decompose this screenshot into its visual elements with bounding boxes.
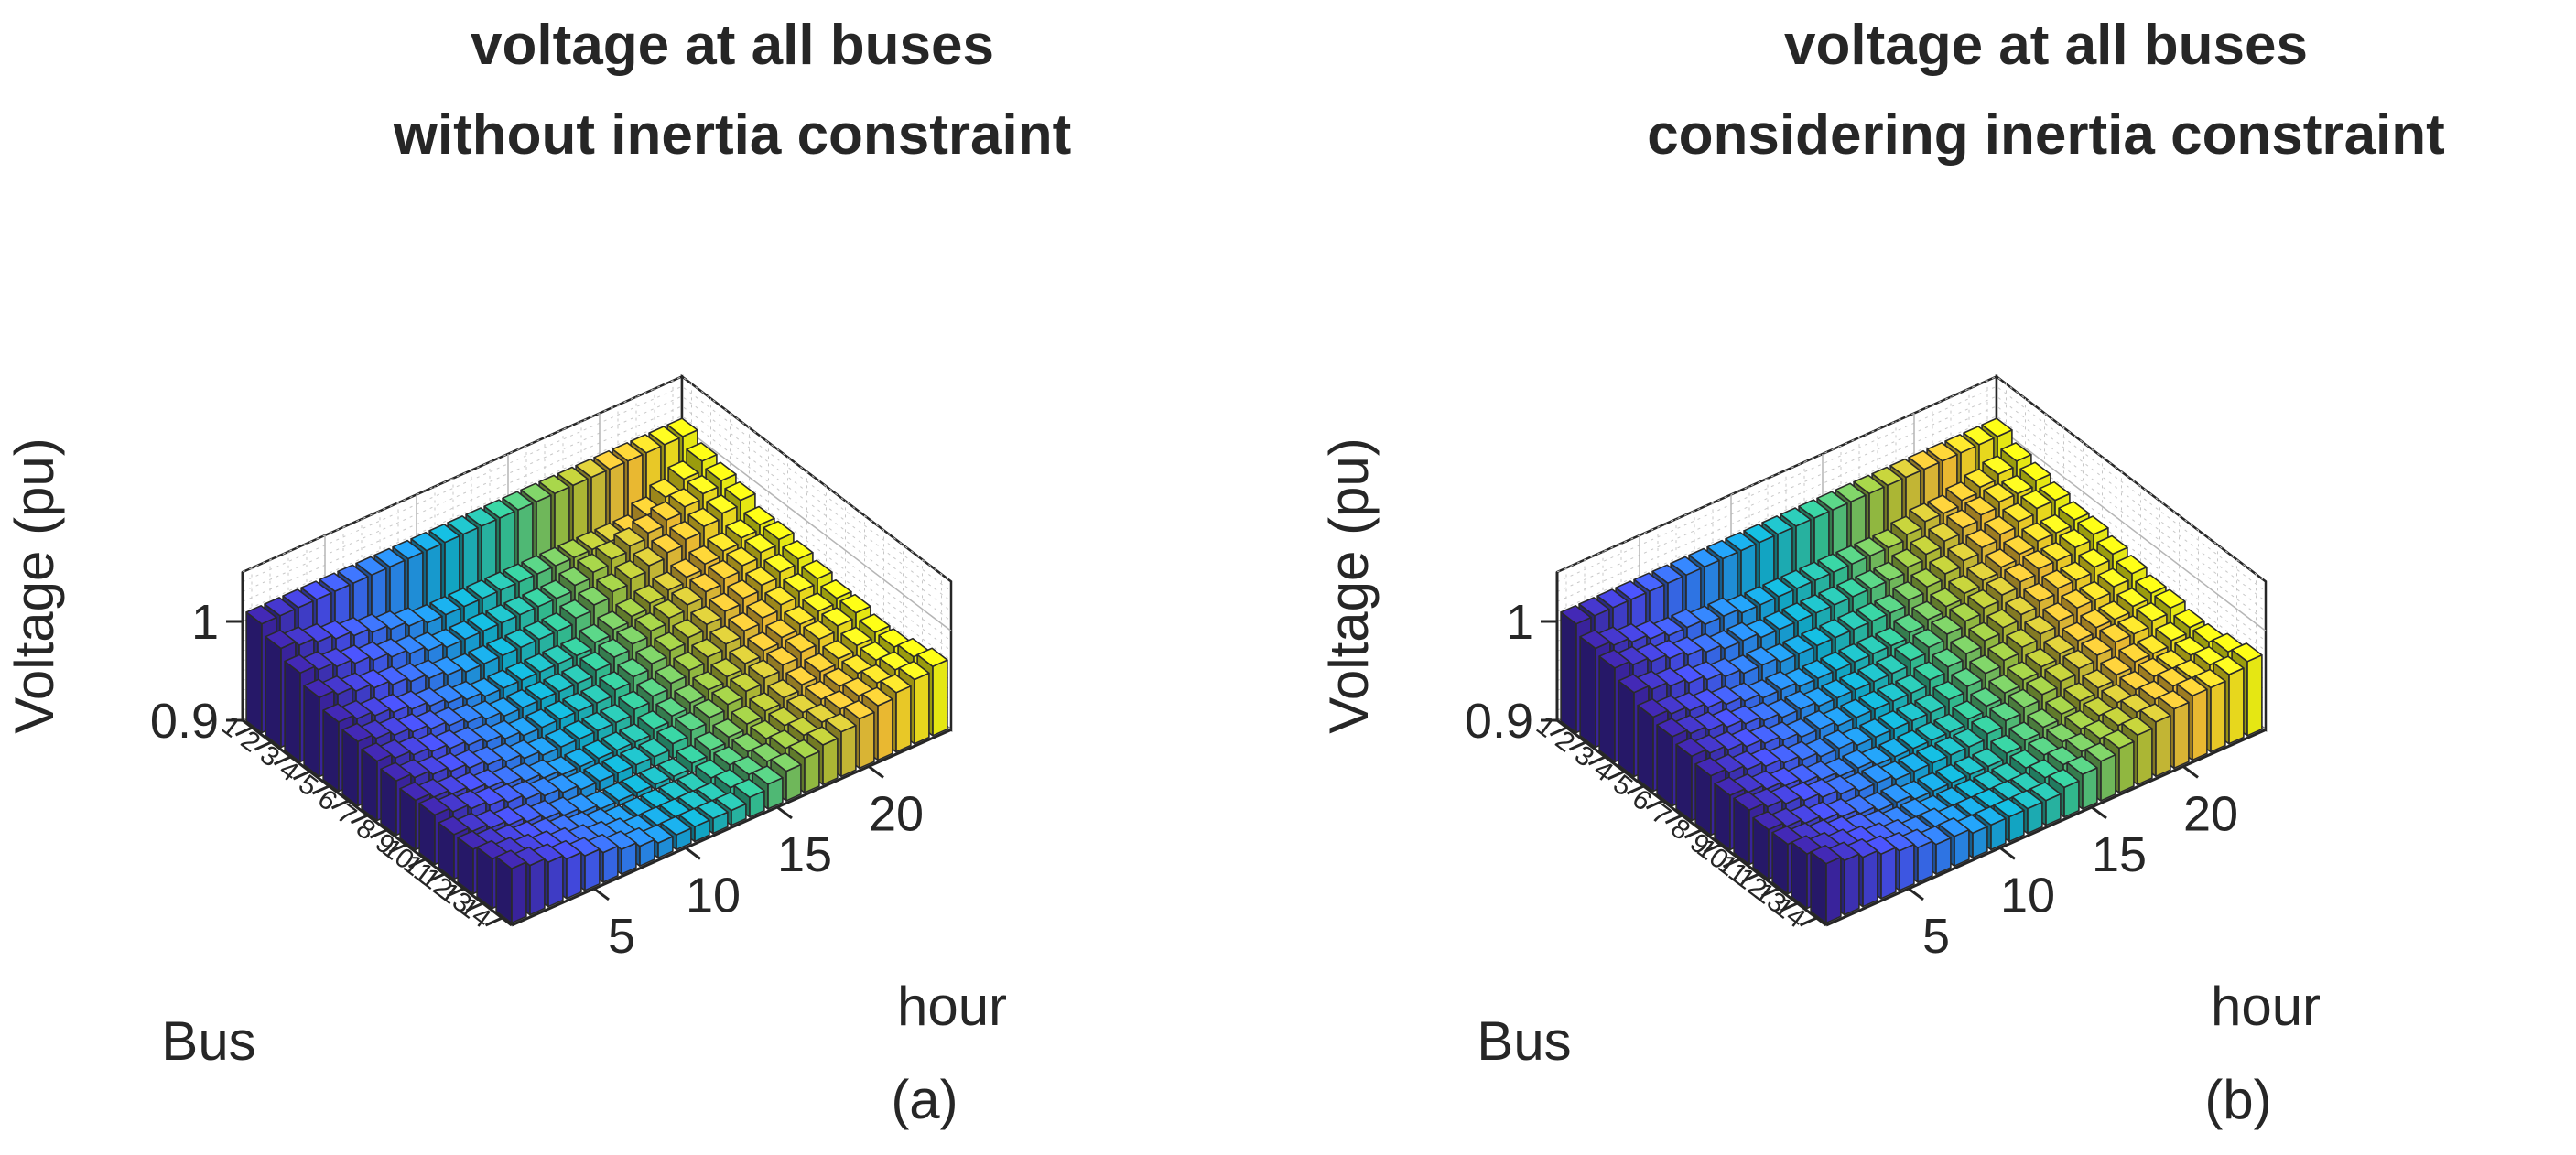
bus-axis: [1556, 718, 1827, 927]
bus-tick-label: 8: [1665, 813, 1695, 846]
z-tick-label: 0.9: [1465, 694, 1533, 749]
bus-tick-label: 8: [351, 813, 381, 846]
bus-tick-label: 4: [274, 754, 304, 787]
z-tick-label: 1: [1506, 595, 1533, 650]
bus-tick-label: 3: [254, 739, 285, 772]
hour-tick-label: 10: [2000, 868, 2055, 923]
hour-tick-label: 20: [2183, 786, 2238, 841]
hour-axis: [1825, 729, 2267, 927]
bus-axis-label: Bus: [161, 1010, 255, 1072]
bus-tick-label: 5: [1607, 769, 1638, 802]
hour-tick-label: 5: [1922, 909, 1950, 964]
bus-tick-label: 5: [293, 769, 323, 802]
chart-title: voltage at all buses: [1784, 14, 2308, 77]
bar: [1810, 844, 1842, 924]
bus-tick-label: 2: [1550, 725, 1580, 758]
z-tick-label: 1: [191, 595, 219, 650]
panel-caption: (a): [891, 1069, 958, 1130]
bus-tick-label: 7: [1646, 798, 1676, 831]
chart-title: considering inertia constraint: [1647, 103, 2445, 167]
chart-title: voltage at all buses: [471, 14, 994, 77]
hour-tick-label: 5: [608, 909, 635, 964]
bus-tick-label: 6: [1627, 783, 1657, 816]
bus-axis: [242, 718, 513, 927]
bus-tick-label: 2: [235, 725, 265, 758]
z-axis-label: Voltage (pu): [4, 437, 65, 734]
bus-tick-label: 1: [216, 710, 246, 743]
bus-tick-label: 1: [1531, 710, 1561, 743]
hour-tick-label: 15: [777, 827, 832, 882]
bars: [245, 417, 948, 924]
hour-axis-label: hour: [897, 976, 1007, 1037]
bus-axis-label: Bus: [1477, 1010, 1571, 1072]
bus-tick-label: 6: [312, 783, 342, 816]
bus-tick-label: 4: [1588, 754, 1618, 787]
bars: [1560, 417, 2263, 924]
chart-title: without inertia constraint: [393, 103, 1072, 167]
hour-axis: [511, 729, 952, 927]
bus-tick-label: 3: [1569, 739, 1599, 772]
bar: [495, 849, 527, 924]
z-axis-label: Voltage (pu): [1318, 437, 1380, 734]
hour-tick-label: 10: [686, 868, 741, 923]
hour-tick-label: 20: [869, 786, 924, 841]
panel-caption: (b): [2204, 1069, 2271, 1130]
hour-tick-label: 15: [2092, 827, 2147, 882]
bus-tick-label: 7: [331, 798, 362, 831]
hour-axis-label: hour: [2211, 976, 2321, 1037]
z-tick-label: 0.9: [150, 694, 219, 749]
